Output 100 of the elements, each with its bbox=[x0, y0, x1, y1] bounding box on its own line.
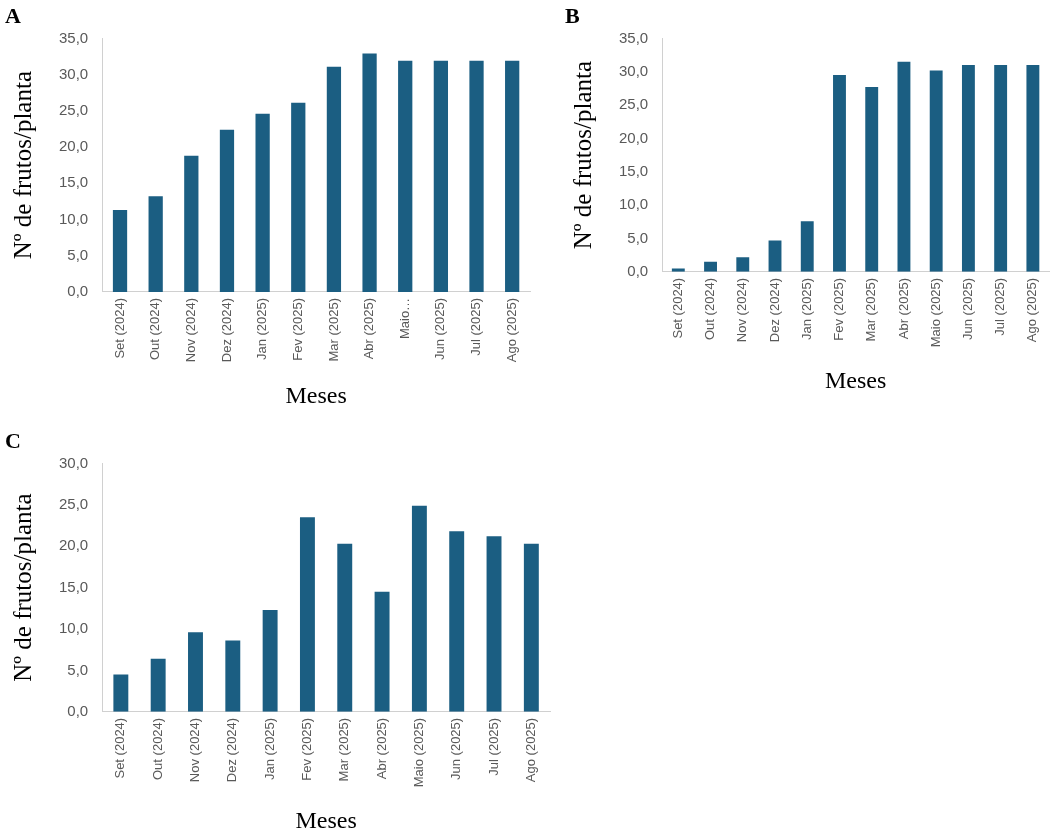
x-tick-label: Fev (2025) bbox=[299, 717, 315, 781]
x-axis-title: Meses bbox=[285, 381, 347, 408]
bar bbox=[433, 60, 448, 292]
x-tick-label: Jul (2025) bbox=[468, 297, 484, 356]
bar bbox=[833, 75, 846, 272]
y-tick-label: 30,0 bbox=[58, 453, 89, 471]
bar bbox=[337, 543, 353, 712]
bar bbox=[671, 268, 685, 272]
y-axis-title: Nº de frutos/planta bbox=[568, 60, 596, 250]
bar bbox=[219, 129, 235, 292]
bar bbox=[411, 505, 427, 712]
x-tick-label: Dez (2024) bbox=[224, 717, 240, 783]
x-tick-label: Jul (2025) bbox=[485, 717, 501, 776]
y-tick-label: 30,0 bbox=[58, 64, 89, 82]
x-tick-label: Abr (2025) bbox=[895, 277, 911, 340]
bar bbox=[326, 66, 342, 292]
x-tick-label: Set (2024) bbox=[111, 297, 127, 359]
bar bbox=[374, 591, 390, 712]
x-tick-label: Maio (2025) bbox=[927, 277, 943, 348]
x-tick-label: Nov (2024) bbox=[734, 277, 750, 343]
x-tick-label: Dez (2024) bbox=[766, 277, 782, 343]
y-tick-label: 15,0 bbox=[58, 173, 89, 191]
bar bbox=[505, 60, 520, 292]
chart-title: A bbox=[5, 2, 21, 28]
y-tick-label: 35,0 bbox=[58, 28, 89, 46]
x-tick-label: Jun (2025) bbox=[959, 277, 975, 340]
y-tick-label: 0,0 bbox=[627, 261, 649, 279]
y-tick-label: 5,0 bbox=[67, 245, 89, 263]
bar bbox=[262, 609, 278, 712]
bar bbox=[362, 53, 377, 292]
x-tick-label: Abr (2025) bbox=[373, 717, 389, 780]
x-tick-label: Mar (2025) bbox=[336, 717, 352, 782]
y-tick-label: 5,0 bbox=[67, 660, 89, 678]
bar bbox=[994, 65, 1008, 272]
bar bbox=[486, 536, 502, 712]
y-tick-label: 25,0 bbox=[58, 494, 89, 512]
x-tick-label: Out (2024) bbox=[147, 297, 163, 361]
bar bbox=[865, 87, 879, 272]
y-tick-label: 10,0 bbox=[618, 195, 649, 213]
y-axis-title: Nº de frutos/planta bbox=[8, 71, 36, 260]
chart-title: B bbox=[565, 2, 580, 28]
x-tick-label: Fev (2025) bbox=[289, 297, 305, 361]
x-axis-title: Meses bbox=[824, 366, 887, 393]
bar bbox=[184, 155, 199, 292]
y-tick-label: 35,0 bbox=[618, 28, 649, 46]
y-tick-label: 25,0 bbox=[618, 95, 649, 113]
bar bbox=[961, 65, 975, 272]
x-tick-label: Mar (2025) bbox=[325, 297, 341, 362]
bar bbox=[897, 61, 911, 272]
bar bbox=[768, 240, 782, 272]
bar bbox=[398, 60, 413, 292]
x-tick-label: Fev (2025) bbox=[831, 277, 847, 341]
x-tick-label: Jun (2025) bbox=[448, 717, 464, 780]
bar bbox=[1026, 65, 1040, 272]
x-tick-label: Jan (2025) bbox=[798, 277, 814, 340]
y-tick-label: 0,0 bbox=[67, 282, 89, 300]
x-tick-label: Set (2024) bbox=[112, 717, 128, 779]
x-tick-label: Ago (2025) bbox=[503, 297, 519, 363]
y-tick-label: 0,0 bbox=[67, 701, 89, 719]
bar bbox=[299, 517, 315, 712]
bar bbox=[449, 531, 465, 712]
y-tick-label: 5,0 bbox=[627, 228, 649, 246]
y-tick-label: 25,0 bbox=[58, 100, 89, 118]
bar bbox=[225, 640, 241, 712]
y-tick-label: 30,0 bbox=[618, 61, 649, 79]
x-tick-label: Nov (2024) bbox=[187, 717, 203, 783]
bar bbox=[150, 658, 166, 712]
y-tick-label: 10,0 bbox=[58, 209, 89, 227]
x-tick-label: Maio… bbox=[396, 297, 412, 340]
bar bbox=[188, 632, 203, 712]
bar bbox=[704, 261, 717, 272]
x-tick-label: Jul (2025) bbox=[992, 277, 1008, 336]
y-tick-label: 20,0 bbox=[618, 128, 649, 146]
bar bbox=[800, 221, 814, 272]
y-tick-label: 20,0 bbox=[58, 137, 89, 155]
x-tick-label: Ago (2025) bbox=[1024, 277, 1040, 343]
bar bbox=[523, 543, 539, 712]
bar bbox=[148, 196, 163, 292]
y-tick-label: 20,0 bbox=[58, 536, 89, 554]
x-tick-label: Out (2024) bbox=[702, 277, 718, 340]
bar bbox=[291, 102, 306, 292]
chart-title: C bbox=[5, 427, 21, 453]
x-tick-label: Set (2024) bbox=[669, 277, 685, 339]
x-axis-title: Meses bbox=[295, 806, 357, 833]
x-tick-label: Mar (2025) bbox=[863, 277, 879, 342]
x-tick-label: Maio (2025) bbox=[410, 717, 426, 788]
x-tick-label: Jun (2025) bbox=[432, 297, 448, 361]
x-tick-label: Jan (2025) bbox=[261, 717, 277, 780]
y-tick-label: 10,0 bbox=[58, 619, 89, 637]
bar bbox=[113, 674, 129, 712]
x-tick-label: Ago (2025) bbox=[522, 717, 538, 783]
bar bbox=[255, 113, 270, 292]
bar bbox=[112, 210, 128, 292]
x-tick-label: Nov (2024) bbox=[182, 297, 198, 363]
bar bbox=[929, 70, 943, 272]
x-tick-label: Out (2024) bbox=[149, 717, 165, 780]
bar bbox=[469, 60, 484, 292]
y-tick-label: 15,0 bbox=[58, 577, 89, 595]
y-axis-title: Nº de frutos/planta bbox=[8, 493, 36, 682]
bar bbox=[736, 257, 750, 272]
